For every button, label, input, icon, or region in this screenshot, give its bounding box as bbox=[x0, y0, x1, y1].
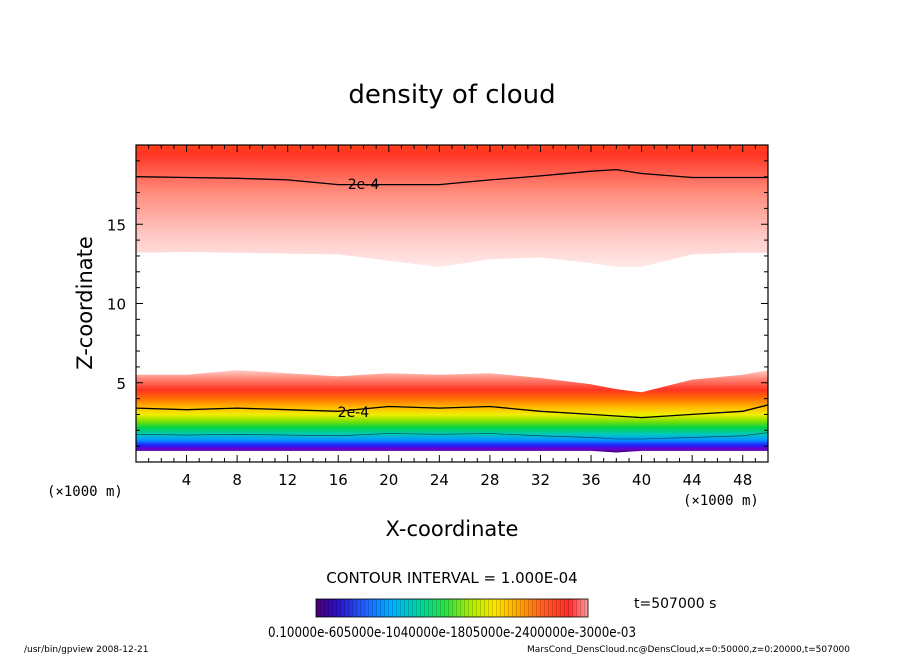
x-tick-label: 16 bbox=[329, 471, 348, 489]
lower-cloud-layer bbox=[136, 370, 768, 453]
lower-contour-2e-4 bbox=[136, 404, 768, 419]
upper-contour-2e-4 bbox=[136, 168, 768, 186]
x-tick-label: 20 bbox=[379, 471, 398, 489]
x-tick-label: 12 bbox=[278, 471, 297, 489]
x-tick-label: 24 bbox=[430, 471, 449, 489]
x-tick-label: 32 bbox=[531, 471, 550, 489]
x-tick-label: 8 bbox=[232, 471, 242, 489]
z-tick-label: 5 bbox=[116, 375, 126, 393]
x-tick-label: 40 bbox=[632, 471, 651, 489]
colorbar-tick-labels: 0.10000e-605000e-1040000e-1805000e-24000… bbox=[268, 625, 636, 641]
lower-contour-label: 2e-4 bbox=[338, 405, 370, 421]
footer-left: /usr/bin/gpview 2008-12-21 bbox=[24, 645, 148, 654]
colorbar-hatch bbox=[316, 599, 588, 617]
x-tick-label: 4 bbox=[182, 471, 192, 489]
contour-lines bbox=[136, 168, 768, 440]
z-tick-label: 10 bbox=[107, 296, 126, 314]
x-tick-label: 36 bbox=[581, 471, 600, 489]
x-tick-label: 44 bbox=[683, 471, 702, 489]
x-axis: 4 8 12 16 20 24 28 32 36 40 44 48 bbox=[148, 145, 756, 489]
upper-contour-label: 2e-4 bbox=[348, 177, 380, 193]
z-axis-label: Z-coordinate bbox=[73, 236, 97, 370]
upper-cloud-layer bbox=[136, 145, 768, 267]
x-axis-label: X-coordinate bbox=[386, 517, 519, 541]
contour-interval-label: CONTOUR INTERVAL = 1.000E-04 bbox=[326, 569, 577, 587]
x-axis-unit: (×1000 m) bbox=[683, 493, 759, 509]
z-tick-label: 15 bbox=[107, 216, 126, 234]
density-field bbox=[136, 145, 768, 453]
footer-right: MarsCond_DensCloud.nc@DensCloud,x=0:5000… bbox=[527, 645, 850, 654]
time-label: t=507000 s bbox=[634, 596, 716, 612]
chart-title: density of cloud bbox=[348, 80, 555, 110]
z-axis: 5 10 15 bbox=[107, 160, 768, 447]
x-tick-label: 48 bbox=[733, 471, 752, 489]
z-axis-unit: (×1000 m) bbox=[47, 484, 123, 500]
lower-contour-minor bbox=[136, 432, 768, 440]
x-tick-label: 28 bbox=[480, 471, 499, 489]
